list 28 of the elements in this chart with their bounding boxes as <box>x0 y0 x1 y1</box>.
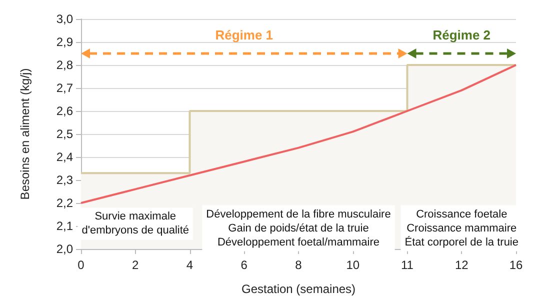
annotation: Développement de la fibre musculaire Gain de poids/état de la truie Développement foetal/mammaire <box>206 208 391 248</box>
x-tick-label: 10 <box>346 258 360 272</box>
y-tick-label: 2,2 <box>56 196 74 210</box>
annotation: Régime 1 <box>215 28 274 43</box>
y-tick-label: 2,0 <box>56 242 74 256</box>
y-axis-title: Besoins en aliment (kg/j) <box>18 68 32 200</box>
x-tick-label: 4 <box>186 258 194 272</box>
x-tick-label: 6 <box>240 258 248 272</box>
y-tick-label: 3,0 <box>56 12 74 26</box>
annotation: Croissance foetale Croissance mammaire État corporel de la truie <box>404 208 518 248</box>
y-tick-label: 2,4 <box>56 150 74 164</box>
x-tick-label: 8 <box>295 258 302 272</box>
y-tick-label: 2,3 <box>56 173 74 187</box>
y-tick-label: 2,7 <box>56 81 74 95</box>
y-tick-label: 2,1 <box>56 219 74 233</box>
annotation: Régime 2 <box>432 28 491 43</box>
x-tick-label: 16 <box>509 258 523 272</box>
x-axis-title: Gestation (semaines) <box>241 282 356 296</box>
y-tick-label: 2,6 <box>56 104 74 118</box>
y-tick-label: 2,8 <box>56 58 74 72</box>
y-tick-label: 2,5 <box>56 127 74 141</box>
annotation: Survie maximale d'embryons de qualité <box>82 210 190 237</box>
y-tick-label: 2,9 <box>56 35 74 49</box>
x-tick-label: 11 <box>401 258 414 272</box>
x-tick-label: 2 <box>132 258 140 272</box>
line-series <box>80 64 517 204</box>
x-tick-label: 0 <box>78 258 85 272</box>
x-tick-label: 12 <box>454 258 469 272</box>
